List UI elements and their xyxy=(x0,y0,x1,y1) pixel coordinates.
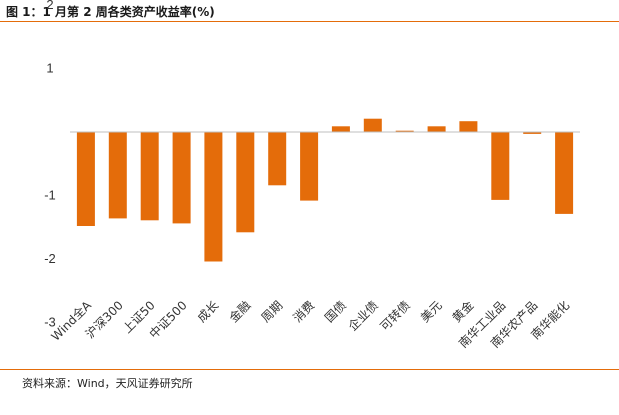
y-tick-label: -2 xyxy=(44,251,56,266)
y-tick-label: -1 xyxy=(44,188,56,203)
bar-3 xyxy=(140,132,159,221)
bar-6 xyxy=(236,132,255,233)
x-tick-label: 周期 xyxy=(258,298,285,325)
bar-16 xyxy=(555,132,574,214)
title-divider xyxy=(0,21,619,22)
source-note: 资料来源：Wind，天风证券研究所 xyxy=(22,377,193,390)
bar-8 xyxy=(300,132,319,201)
y-tick-label: 1 xyxy=(46,61,53,76)
x-tick-label: 金融 xyxy=(226,298,254,326)
x-tick-label: 企业债 xyxy=(345,298,381,334)
x-tick-label: 黄金 xyxy=(449,298,477,326)
bar-12 xyxy=(427,126,446,132)
source-divider xyxy=(0,369,619,370)
x-tick-label: 可转债 xyxy=(377,298,413,334)
x-tick-label: 国债 xyxy=(322,298,349,325)
bar-15 xyxy=(523,132,542,134)
x-tick-label: 美元 xyxy=(418,298,445,325)
bar-5 xyxy=(204,132,223,262)
bar-1 xyxy=(76,132,95,226)
chart-title: 图 1：1 月第 2 周各类资产收益率(%) xyxy=(6,5,215,19)
y-tick-label: 2 xyxy=(46,0,53,12)
bar-2 xyxy=(108,132,127,219)
x-tick-label: 成长 xyxy=(195,298,222,325)
bar-9 xyxy=(331,126,350,132)
bar-11 xyxy=(395,130,414,132)
bar-10 xyxy=(363,118,382,132)
bar-7 xyxy=(268,132,287,186)
bar-14 xyxy=(491,132,510,200)
x-tick-label: 消费 xyxy=(290,298,317,325)
bar-13 xyxy=(459,121,478,132)
y-tick-label: -3 xyxy=(44,315,56,330)
bar-4 xyxy=(172,132,191,224)
